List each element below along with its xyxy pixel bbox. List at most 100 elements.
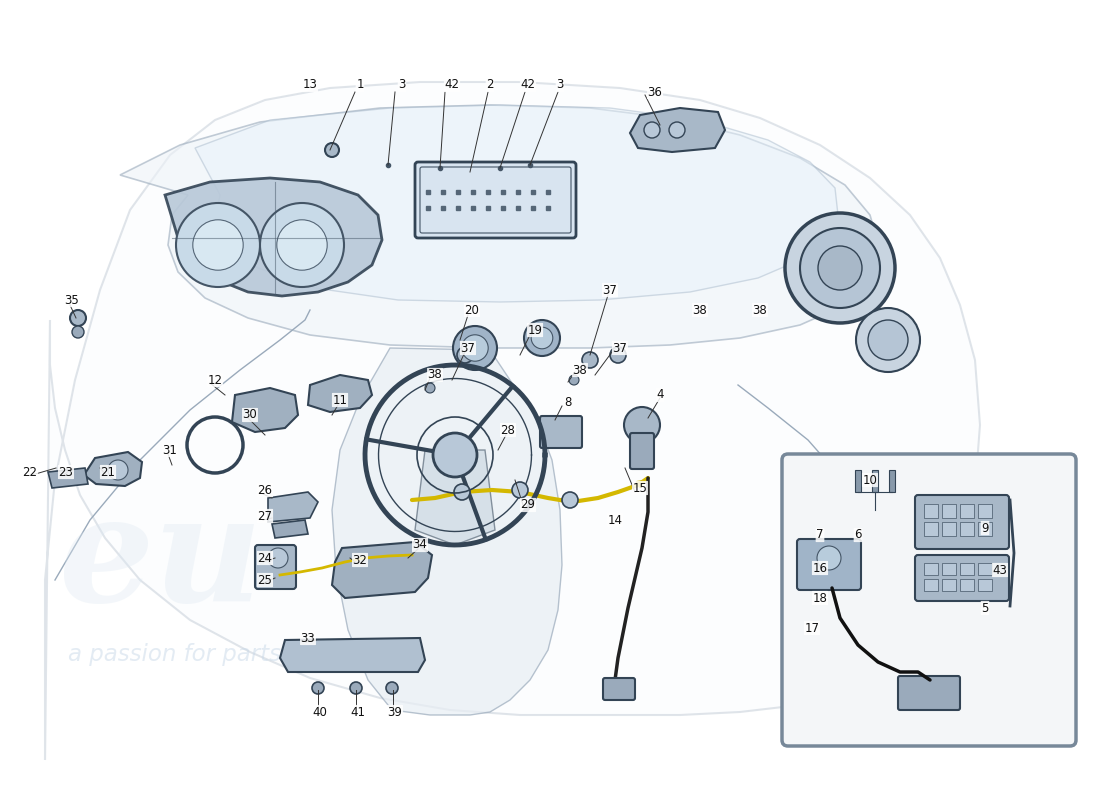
Polygon shape	[232, 388, 298, 432]
Polygon shape	[280, 638, 425, 672]
Polygon shape	[332, 542, 432, 598]
Bar	[942, 579, 956, 591]
Circle shape	[268, 548, 288, 568]
Bar	[978, 522, 992, 536]
Bar	[855, 470, 861, 492]
Circle shape	[462, 334, 488, 362]
Bar	[924, 579, 938, 591]
Text: 42: 42	[520, 78, 536, 91]
Polygon shape	[195, 105, 838, 302]
FancyBboxPatch shape	[603, 678, 635, 700]
FancyBboxPatch shape	[415, 162, 576, 238]
Circle shape	[192, 220, 243, 270]
Text: 6: 6	[855, 529, 861, 542]
Text: 42: 42	[444, 78, 460, 91]
Polygon shape	[415, 450, 495, 545]
FancyBboxPatch shape	[630, 433, 654, 469]
Text: 12: 12	[208, 374, 222, 386]
Bar	[960, 522, 974, 536]
Polygon shape	[268, 492, 318, 522]
Text: 28: 28	[500, 423, 516, 437]
Polygon shape	[48, 468, 88, 488]
Text: 1: 1	[356, 78, 364, 91]
Circle shape	[818, 246, 862, 290]
Circle shape	[562, 492, 578, 508]
Polygon shape	[84, 452, 142, 486]
Text: 38: 38	[693, 303, 707, 317]
Circle shape	[277, 220, 327, 270]
Circle shape	[569, 375, 579, 385]
Circle shape	[425, 383, 435, 393]
Text: 4: 4	[657, 389, 663, 402]
FancyBboxPatch shape	[898, 676, 960, 710]
FancyBboxPatch shape	[915, 495, 1009, 549]
Text: 20: 20	[464, 303, 480, 317]
Text: 8: 8	[564, 395, 572, 409]
Circle shape	[800, 228, 880, 308]
Circle shape	[324, 143, 339, 157]
Text: 32: 32	[353, 554, 367, 566]
Text: 37: 37	[461, 342, 475, 354]
Circle shape	[582, 352, 598, 368]
Circle shape	[260, 203, 344, 287]
Text: 26: 26	[257, 483, 273, 497]
Text: 36: 36	[648, 86, 662, 98]
Circle shape	[70, 310, 86, 326]
Bar	[924, 563, 938, 575]
Bar	[960, 579, 974, 591]
Circle shape	[669, 122, 685, 138]
Text: 24: 24	[257, 551, 273, 565]
Text: 3: 3	[398, 78, 406, 91]
Text: 37: 37	[613, 342, 627, 354]
Text: 9: 9	[981, 522, 989, 534]
Polygon shape	[332, 348, 562, 715]
Text: 21: 21	[100, 466, 116, 478]
Circle shape	[456, 347, 473, 363]
Text: 40: 40	[312, 706, 328, 718]
Text: 29: 29	[520, 498, 536, 511]
Circle shape	[624, 407, 660, 443]
Bar	[960, 504, 974, 518]
Bar	[978, 563, 992, 575]
Bar	[924, 504, 938, 518]
Text: 30: 30	[243, 409, 257, 422]
Text: 23: 23	[58, 466, 74, 478]
Circle shape	[433, 433, 477, 477]
Circle shape	[454, 484, 470, 500]
Text: 33: 33	[300, 631, 316, 645]
Polygon shape	[308, 375, 372, 412]
Circle shape	[72, 326, 84, 338]
Circle shape	[108, 460, 128, 480]
FancyBboxPatch shape	[798, 539, 861, 590]
Text: 5: 5	[981, 602, 989, 614]
Text: a passion for parts since 1984: a passion for parts since 1984	[68, 643, 412, 666]
Text: 11: 11	[332, 394, 348, 406]
Circle shape	[856, 308, 920, 372]
Text: 22: 22	[22, 466, 37, 478]
Circle shape	[312, 682, 324, 694]
Circle shape	[176, 203, 260, 287]
Polygon shape	[45, 82, 980, 760]
Bar	[978, 504, 992, 518]
Text: 41: 41	[351, 706, 365, 718]
Circle shape	[386, 682, 398, 694]
Text: eu: eu	[58, 487, 263, 633]
Text: 31: 31	[163, 443, 177, 457]
Text: 27: 27	[257, 510, 273, 522]
Text: 34: 34	[412, 538, 428, 551]
Circle shape	[610, 347, 626, 363]
Text: 10: 10	[862, 474, 878, 486]
FancyBboxPatch shape	[255, 545, 296, 589]
Bar	[872, 470, 878, 492]
Text: 19: 19	[528, 323, 542, 337]
Text: 38: 38	[752, 303, 768, 317]
Bar	[942, 563, 956, 575]
Polygon shape	[120, 105, 880, 348]
Text: 25: 25	[257, 574, 273, 586]
Text: 14: 14	[607, 514, 623, 526]
FancyBboxPatch shape	[540, 416, 582, 448]
Text: 18: 18	[813, 591, 827, 605]
FancyBboxPatch shape	[782, 454, 1076, 746]
Circle shape	[350, 682, 362, 694]
Text: 16: 16	[813, 562, 827, 574]
